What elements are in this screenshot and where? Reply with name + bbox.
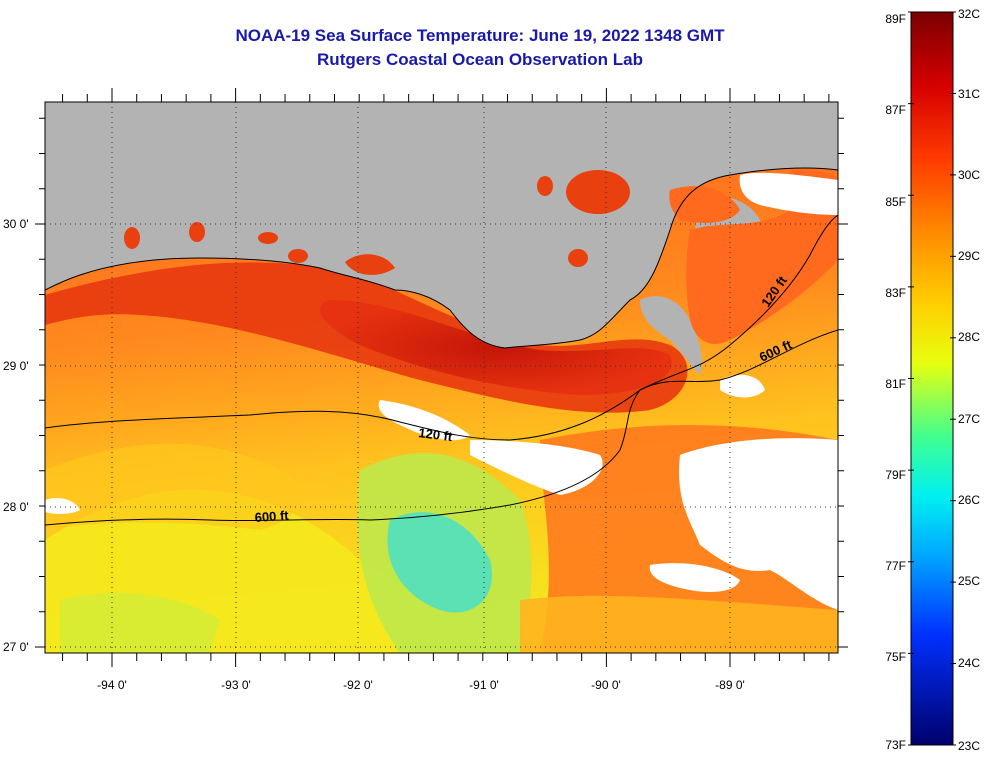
colorbar-c-label: 30C (958, 168, 980, 182)
colorbar-ticks (908, 11, 956, 746)
colorbar-c-label: 23C (958, 739, 980, 753)
chart-title: NOAA-19 Sea Surface Temperature: June 19… (235, 26, 725, 45)
colorbar-c-label: 25C (958, 574, 980, 588)
colorbar (910, 11, 954, 746)
chart-subtitle: Rutgers Coastal Ocean Observation Lab (317, 50, 643, 69)
vermilion-bay (288, 249, 308, 263)
lake-maurepas (537, 176, 553, 196)
grand-lake (189, 222, 205, 242)
colorbar-f-label: 77F (885, 559, 906, 573)
colorbar-f-label: 73F (885, 738, 906, 752)
east-warm-band (520, 595, 838, 653)
cloud-patch (378, 400, 470, 441)
lake-calcasieu (124, 227, 140, 249)
cloud-patch (470, 440, 603, 495)
colorbar-c-label: 28C (958, 330, 980, 344)
lat-tick-label: 28 0' (3, 500, 29, 514)
chandeleur-sound (669, 186, 740, 223)
colorbar-f-label: 83F (885, 286, 906, 300)
land (45, 102, 838, 348)
lon-tick-label: -94 0' (97, 678, 127, 692)
lat-tick-label: 29 0' (3, 359, 29, 373)
colorbar-c-label: 31C (958, 87, 980, 101)
lon-tick-label: -92 0' (343, 678, 373, 692)
cloud-patch (649, 563, 740, 592)
lon-tick-label: -90 0' (591, 678, 621, 692)
breton-sound-water (686, 195, 838, 344)
lat-tick-label: 30 0' (3, 217, 29, 231)
delta-land (640, 296, 702, 375)
colorbar-f-label: 87F (885, 103, 906, 117)
colorbar-c-label: 27C (958, 412, 980, 426)
contour-label: 120 ft (418, 425, 454, 444)
cloud-patch (720, 374, 765, 398)
colorbar-c-label: 32C (958, 7, 980, 21)
map-imagery (45, 102, 838, 653)
coolest-cyan-patch (387, 512, 492, 613)
lake-pontchartrain (566, 170, 630, 214)
colorbar-f-label: 89F (885, 12, 906, 26)
white-lake (258, 232, 278, 244)
cloud-patch (679, 438, 838, 610)
colorbar-f-label: 85F (885, 195, 906, 209)
contour-120ft (45, 214, 838, 441)
lake-salvador (568, 249, 588, 267)
contour-600ft (45, 329, 838, 526)
colorbar-c-label: 29C (958, 249, 980, 263)
colorbar-c-label: 26C (958, 493, 980, 507)
coastline (45, 167, 838, 349)
cool-green-southwest (60, 592, 220, 653)
colorbar-f-label: 75F (885, 650, 906, 664)
map-frame (35, 88, 848, 667)
atchafalaya-bay (345, 254, 395, 275)
lat-tick-label: 27 0' (3, 640, 29, 654)
colorbar-f-label: 81F (885, 377, 906, 391)
colorbar-c-label: 24C (958, 656, 980, 670)
hottest-core (320, 300, 672, 395)
contour-label: 600 ft (254, 508, 290, 525)
colorbar-f-label: 79F (885, 468, 906, 482)
lon-tick-label: -89 0' (715, 678, 745, 692)
cloud-patch (739, 172, 838, 215)
map-border (44, 101, 839, 654)
lon-tick-label: -91 0' (469, 678, 499, 692)
lon-tick-label: -93 0' (221, 678, 251, 692)
warm-yellow-band (45, 443, 302, 530)
cloud-patch (45, 498, 80, 515)
